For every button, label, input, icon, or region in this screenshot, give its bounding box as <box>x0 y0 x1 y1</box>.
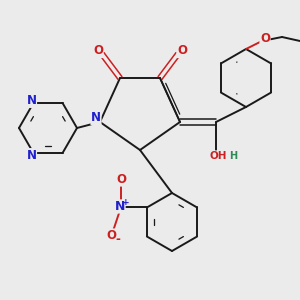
Text: O: O <box>177 44 187 58</box>
Text: N: N <box>115 200 125 213</box>
Text: O: O <box>106 229 116 242</box>
Text: N: N <box>26 148 37 162</box>
Text: H: H <box>229 151 237 160</box>
Text: N: N <box>91 112 101 124</box>
Text: O: O <box>116 173 126 186</box>
Text: N: N <box>26 94 37 107</box>
Text: -: - <box>116 233 120 246</box>
Text: O: O <box>260 32 270 46</box>
Text: +: + <box>122 198 130 207</box>
Text: O: O <box>93 44 103 58</box>
Text: OH: OH <box>209 151 227 161</box>
